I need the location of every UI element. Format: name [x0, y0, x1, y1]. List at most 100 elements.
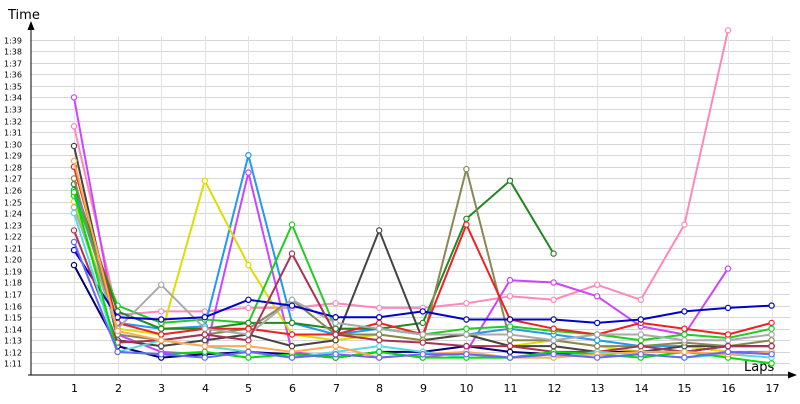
data-point [201, 337, 208, 344]
data-point [157, 342, 165, 350]
y-tick-label: 1:38 [4, 48, 22, 57]
data-point [288, 302, 296, 309]
y-tick-label: 1:22 [4, 233, 22, 242]
data-point [288, 342, 296, 350]
y-tick-label: 1:32 [4, 118, 22, 127]
data-point [201, 354, 208, 361]
data-point [114, 327, 121, 335]
data-point [768, 331, 775, 338]
data-point [332, 300, 339, 307]
data-point [70, 204, 78, 211]
y-tick-label: 1:11 [4, 360, 22, 369]
data-point [332, 337, 339, 344]
y-tick-label: 1:20 [4, 256, 22, 265]
y-tick-label: 1:21 [4, 245, 22, 254]
data-point [637, 342, 645, 350]
data-point [594, 342, 601, 350]
y-tick-label: 1:29 [4, 152, 22, 161]
x-tick-label: 4 [202, 382, 209, 395]
data-point [506, 331, 514, 338]
data-point [376, 314, 383, 321]
data-point [157, 281, 165, 288]
data-point [70, 261, 78, 269]
x-tick-labels: 1 2 3 4 5 6 7 8 9 10 11 12 13 14 15 16 17 [71, 382, 780, 395]
data-point [463, 351, 470, 358]
data-point [376, 342, 383, 350]
data-point [245, 304, 252, 312]
axes: Time Laps [7, 8, 797, 379]
data-point [288, 221, 296, 228]
y-tick-label: 1:26 [4, 187, 22, 196]
x-tick-label: 10 [460, 382, 474, 395]
data-point [114, 348, 121, 356]
data-point [288, 250, 296, 257]
y-tick-label: 1:31 [4, 129, 22, 138]
data-point [376, 325, 383, 332]
data-point [637, 331, 645, 338]
data-point [419, 331, 426, 338]
data-point [332, 342, 339, 350]
data-point [288, 296, 296, 303]
x-tick-label: 12 [548, 382, 562, 395]
data-point [70, 123, 78, 130]
series-11 [70, 246, 775, 327]
data-point [463, 331, 470, 338]
x-tick-label: 9 [420, 382, 427, 395]
data-point [157, 351, 165, 358]
data-point [157, 308, 165, 315]
data-point [419, 308, 426, 315]
y-tick-label: 1:25 [4, 199, 22, 208]
y-tick-label: 1:30 [4, 141, 22, 150]
data-point [245, 342, 252, 350]
data-point [506, 354, 514, 361]
y-axis-title: Time [7, 8, 40, 23]
data-point [70, 238, 78, 246]
x-tick-label: 6 [289, 382, 296, 395]
data-point [594, 281, 601, 288]
y-tick-label: 1:35 [4, 83, 22, 92]
data-point [681, 308, 688, 315]
y-tick-label: 1:39 [4, 37, 22, 46]
data-point [245, 354, 252, 361]
data-point [201, 308, 208, 315]
data-point [506, 177, 514, 184]
data-point [681, 325, 688, 332]
data-point [768, 342, 775, 350]
y-tick-labels: 1:11 1:12 1:13 1:14 1:15 1:16 1:17 1:18 1:19 1:20… [4, 37, 22, 369]
data-point [419, 351, 426, 358]
data-point [594, 319, 601, 327]
data-point [376, 319, 383, 327]
x-tick-label: 8 [376, 382, 383, 395]
x-axis-arrow-icon [788, 371, 797, 379]
y-tick-label: 1:17 [4, 291, 22, 300]
data-point [376, 354, 383, 361]
data-point [768, 325, 775, 332]
y-tick-label: 1:13 [4, 337, 22, 346]
data-point [506, 293, 514, 300]
data-point [637, 296, 645, 303]
data-point [724, 331, 732, 338]
data-point [245, 261, 252, 269]
data-point [463, 215, 470, 222]
series-line [73, 179, 555, 330]
data-point [376, 337, 383, 344]
data-point [245, 348, 252, 356]
data-point [70, 209, 78, 217]
data-point [245, 296, 252, 303]
data-point [245, 319, 252, 327]
data-point [201, 342, 208, 350]
data-point [376, 304, 383, 312]
data-point [288, 354, 296, 361]
data-point [550, 250, 557, 257]
data-point [376, 227, 383, 234]
data-point [201, 325, 208, 332]
series-6 [70, 177, 557, 332]
data-point [332, 351, 339, 358]
data-point [114, 314, 121, 321]
y-tick-label: 1:18 [4, 279, 22, 288]
data-point [594, 337, 601, 344]
data-point [332, 331, 339, 338]
x-tick-label: 14 [635, 382, 649, 395]
data-point [506, 337, 514, 344]
data-point [550, 337, 557, 344]
